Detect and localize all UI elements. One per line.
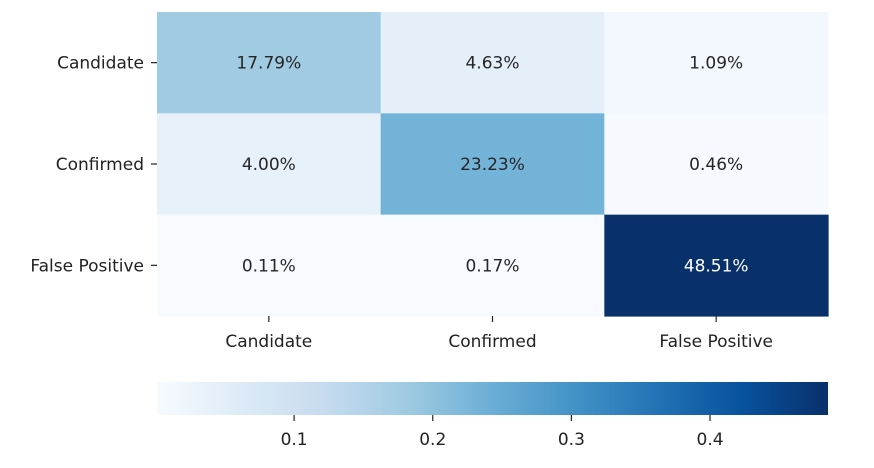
y-axis: Candidate Confirmed False Positive [30, 54, 157, 276]
cell-value-label: 0.17% [465, 256, 519, 276]
x-axis: Candidate Confirmed False Positive [225, 315, 773, 352]
colorbar-ticks: 0.1 0.2 0.3 0.4 [281, 415, 724, 450]
x-tick-label: False Positive [659, 332, 773, 352]
cell-value-label: 1.09% [689, 54, 743, 74]
heatmap-cell-confirmed-candidate [157, 113, 382, 216]
heatmap-cell-false-positive-false-positive [604, 214, 829, 317]
colorbar-tick-label: 0.2 [419, 430, 446, 450]
cell-value-label: 4.63% [465, 54, 519, 74]
cell-value-label: 0.46% [689, 155, 743, 175]
heatmap-cell-candidate-candidate [157, 12, 382, 114]
colorbar-gradient [157, 382, 829, 415]
heatmap-cell-confirmed-confirmed [380, 113, 605, 216]
heatmap-cell-confirmed-false-positive [604, 113, 829, 216]
y-tick-label: Confirmed [56, 155, 144, 175]
heatmap-cell-candidate-false-positive [604, 12, 829, 114]
y-tick-label: False Positive [30, 256, 144, 276]
y-tick-label: Candidate [57, 54, 144, 74]
heatmap-cell-false-positive-confirmed [380, 214, 605, 317]
x-tick-label: Confirmed [448, 332, 536, 352]
x-tick-label: Candidate [225, 332, 312, 352]
cell-value-label: 48.51% [684, 256, 749, 276]
cell-value-label: 23.23% [460, 155, 525, 175]
cell-value-label: 0.11% [242, 256, 296, 276]
cell-value-label: 4.00% [242, 155, 296, 175]
colorbar-tick-label: 0.3 [558, 430, 585, 450]
colorbar-tick-label: 0.4 [697, 430, 724, 450]
heatmap-cell-false-positive-candidate [157, 214, 382, 317]
heatmap-cells [157, 12, 829, 317]
heatmap-cell-candidate-confirmed [380, 12, 605, 114]
colorbar: 0.1 0.2 0.3 0.4 [157, 382, 829, 450]
cell-value-label: 17.79% [236, 54, 301, 74]
heatmap-cell-labels: 17.79% 4.63% 1.09% 4.00% 23.23% 0.46% 0.11% 0.1… [236, 54, 748, 277]
colorbar-tick-label: 0.1 [281, 430, 308, 450]
